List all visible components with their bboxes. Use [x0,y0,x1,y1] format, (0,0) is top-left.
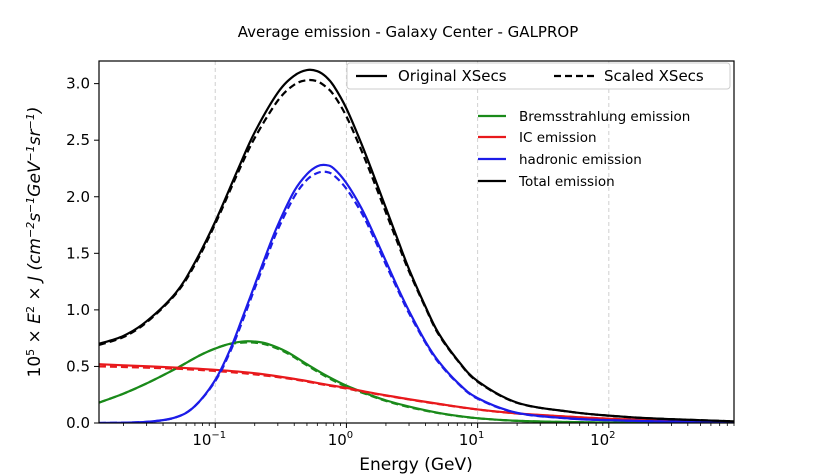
series-bremsstrahlung-emission-original [99,340,734,423]
legend-label-bremsstrahlung: Bremsstrahlung emission [519,109,690,125]
series-bremsstrahlung-emission-scaled [99,341,734,423]
style-legend: Original XSecs Scaled XSecs [346,62,731,90]
series-hadronic-emission-original [99,163,734,423]
series-ic-emission-original [99,363,734,423]
y-axis-label: 105 × E2 × J (cm−2s−1GeV−1sr−1) [24,107,45,378]
y-tick-label: 0.5 [66,357,90,375]
legend-label-hadronic: hadronic emission [519,152,642,168]
y-tick-label: 2.5 [66,131,90,149]
x-axis-label: Energy (GeV) [359,455,472,475]
style-legend-label-scaled: Scaled XSecs [604,67,704,85]
series-total-emission-scaled [99,78,734,423]
legend-label-total: Total emission [518,174,615,190]
x-tick-label: 101 [459,430,484,449]
y-axis-label-group: 105 × E2 × J (cm−2s−1GeV−1sr−1) [24,107,45,378]
y-tick-label: 0.0 [66,414,90,432]
series-hadronic-emission-scaled [99,170,734,423]
x-tick-label: 100 [328,430,353,449]
style-legend-box [346,62,731,90]
y-tick-label: 1.5 [66,244,90,262]
series-ic-emission-scaled [99,365,734,423]
tick-layer: 10−1 100 101 102 0.0 0.5 1.0 1.5 2.0 2.5 3.0 [66,75,735,449]
style-legend-label-original: Original XSecs [398,67,507,85]
y-tick-label: 2.0 [66,188,90,206]
plot-frame [98,60,735,424]
x-tick-label: 10−1 [192,430,226,449]
y-tick-label: 3.0 [66,75,90,93]
x-tick-label: 102 [590,430,615,449]
series-layer [99,68,734,423]
color-legend: Bremsstrahlung emission IC emission hadr… [478,109,690,190]
legend-label-ic: IC emission [519,130,597,146]
y-tick-label: 1.0 [66,301,90,319]
grid-layer [214,61,610,423]
chart-title: Average emission - Galaxy Center - GALPR… [238,23,579,41]
